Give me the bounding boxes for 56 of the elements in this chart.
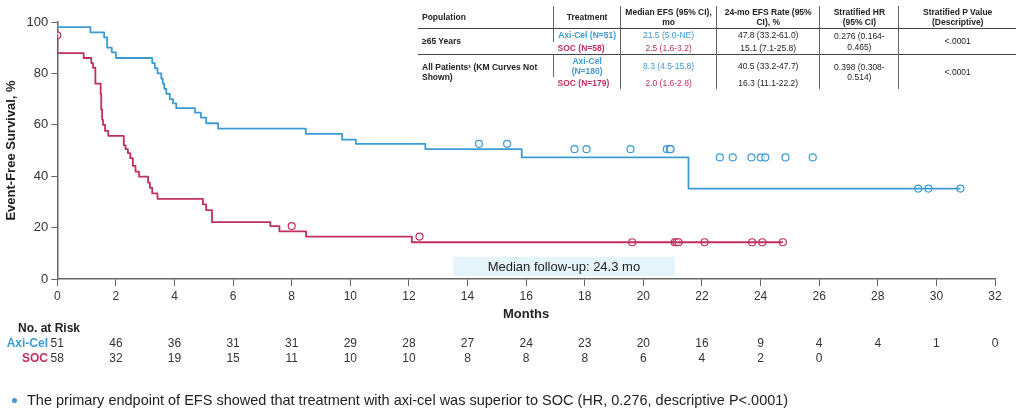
y-tick-label: 80	[33, 64, 49, 80]
x-tick-label: 4	[171, 288, 179, 303]
x-tick-label: 12	[402, 288, 416, 303]
y-tick-label: 20	[33, 219, 49, 235]
y-axis-title: Event-Free Survival, %	[3, 79, 19, 221]
annotation: <.0001	[898, 54, 1016, 90]
text: 58 32 19 15 11 10 10 8 8 8 6 4 2 0	[50, 351, 823, 366]
y-tick-label: 40	[33, 167, 49, 183]
x-tick-label: 26	[812, 288, 827, 303]
x-tick-label: 2	[112, 288, 120, 303]
note-box: Median follow-up: 24.3 mo	[452, 257, 676, 276]
x-tick-label: 22	[695, 288, 709, 303]
annotation: 40.5 (33.2-47.7)	[716, 54, 820, 78]
x-tick-label: 32	[988, 288, 1002, 303]
x-tick-label: 0	[53, 288, 61, 303]
annotation: 2.0 (1.6-2.8)	[620, 77, 717, 90]
annotation: 8.3 (4.5-15.8)	[620, 54, 717, 78]
x-tick-label: 24	[753, 288, 768, 303]
annotation: 2.5 (1.6-3.2)	[620, 41, 717, 55]
x-tick-label: 14	[460, 288, 475, 303]
text: 51 46 36 31 31 29 28 27 24 23 20 16 9 4 4 1 0	[50, 336, 999, 351]
text: Population	[422, 12, 466, 23]
annotation: Median EFS (95% CI), mo	[620, 6, 717, 29]
annotation: 24-mo EFS Rate (95% CI), %	[716, 6, 820, 29]
text: No. at Risk	[18, 321, 81, 336]
annotation: 47.8 (33.2-61.0)	[716, 28, 820, 42]
annotation: <.0001	[898, 28, 1016, 55]
annotation: ≥65 Years	[418, 28, 554, 55]
x-tick-label: 10	[343, 288, 358, 303]
x-tick-label: 6	[229, 288, 237, 303]
annotation: All Patients¹ (KM Curves Not Shown)	[418, 54, 554, 90]
annotation: Stratified P Value (Descriptive)	[898, 6, 1016, 29]
annotation: 0.276 (0.164-0.465)	[819, 28, 899, 55]
text: The primary endpoint of EFS showed that treatment with axi-cel was superior to SOC (HR, 0.276, descriptive P<.0001)	[26, 392, 789, 408]
x-axis-title: Months	[503, 305, 550, 321]
annotation: 16.3 (11.1-22.2)	[716, 77, 820, 90]
x-tick-label: 20	[636, 288, 651, 303]
annotation: SOC (N=179)	[556, 77, 611, 90]
annotation: 15.1 (7.1-25.8)	[716, 41, 820, 55]
annotation: Axi-Cel (N=180)	[553, 54, 621, 78]
x-tick-label: 28	[871, 288, 885, 303]
x-tick-label: 30	[929, 288, 944, 303]
x-tick-label: 18	[578, 288, 592, 303]
text: SOC	[21, 351, 49, 366]
y-tick-label: 100	[26, 13, 49, 29]
annotation: 21.5 (5.0-NE)	[620, 28, 717, 42]
y-tick-label: 60	[33, 116, 49, 132]
annotation: Axi-Cel (N=51)	[553, 28, 621, 42]
x-tick-label: 8	[288, 288, 296, 303]
x-tick-label: 16	[519, 288, 534, 303]
text: Treatment	[566, 12, 608, 23]
annotation: 0.398 (0.308-0.514)	[819, 54, 899, 90]
y-tick-label: 0	[41, 270, 49, 286]
annotation: SOC (N=58)	[556, 41, 606, 55]
annotation: Stratified HR (95% CI)	[819, 6, 899, 29]
text: Axi-Cel	[6, 336, 48, 351]
